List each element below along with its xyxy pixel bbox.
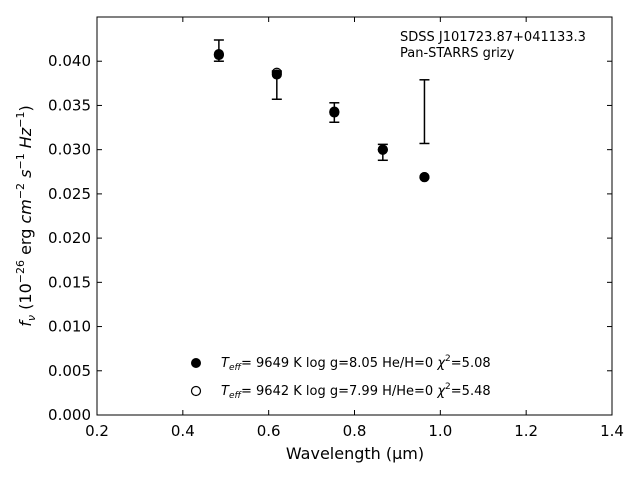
- model-point-open: [377, 144, 388, 155]
- model-point-open: [271, 67, 282, 78]
- model-point-open: [419, 171, 430, 183]
- legend-marker-filled: [191, 358, 201, 368]
- x-tick-label: 0.4: [171, 422, 195, 440]
- errorbar: [419, 79, 430, 145]
- y-axis-ticks: 0.000 0.005 0.010 0.015 0.020 0.025 0.030 0.035…: [48, 52, 612, 424]
- y-axis-label: fν (10−26 erg cm−2 s−1 Hz−1): [14, 105, 38, 326]
- x-tick-label: 1.0: [428, 422, 452, 440]
- model-point-open: [213, 49, 224, 60]
- y-tick-label: 0.030: [48, 141, 91, 159]
- y-tick-label: 0.040: [48, 52, 91, 70]
- x-axis-ticks: 0.2 0.4 0.6 0.8 1.0 1.2 1.4: [85, 17, 624, 440]
- y-tick-label: 0.010: [48, 318, 91, 336]
- legend: Teff= 9649 K log g=8.05 He/H=0 χ2=5.08 T…: [190, 354, 491, 401]
- y-tick-label: 0.020: [48, 229, 91, 247]
- legend-entry-1: Teff= 9649 K log g=8.05 He/H=0 χ2=5.08: [221, 354, 491, 373]
- x-axis-label: Wavelength (μm): [286, 444, 424, 463]
- object-name-annotation: SDSS J101723.87+041133.3: [400, 30, 586, 45]
- y-tick-label: 0.005: [48, 362, 91, 380]
- y-tick-label: 0.035: [48, 96, 91, 114]
- model-point-open: [329, 106, 340, 117]
- model-markers: [213, 49, 430, 183]
- legend-marker-open: [190, 385, 202, 397]
- y-tick-label: 0.000: [48, 406, 91, 424]
- x-tick-label: 0.8: [343, 422, 367, 440]
- x-tick-label: 1.4: [600, 422, 624, 440]
- x-tick-label: 0.2: [85, 422, 109, 440]
- y-tick-label: 0.025: [48, 185, 91, 203]
- x-tick-label: 1.2: [514, 422, 538, 440]
- legend-entry-2: Teff= 9642 K log g=7.99 H/He=0 χ2=5.48: [221, 382, 491, 401]
- y-tick-label: 0.015: [48, 273, 91, 291]
- survey-annotation: Pan-STARRS grizy: [400, 46, 515, 61]
- observed-errorbars: [213, 39, 430, 162]
- x-tick-label: 0.6: [257, 422, 281, 440]
